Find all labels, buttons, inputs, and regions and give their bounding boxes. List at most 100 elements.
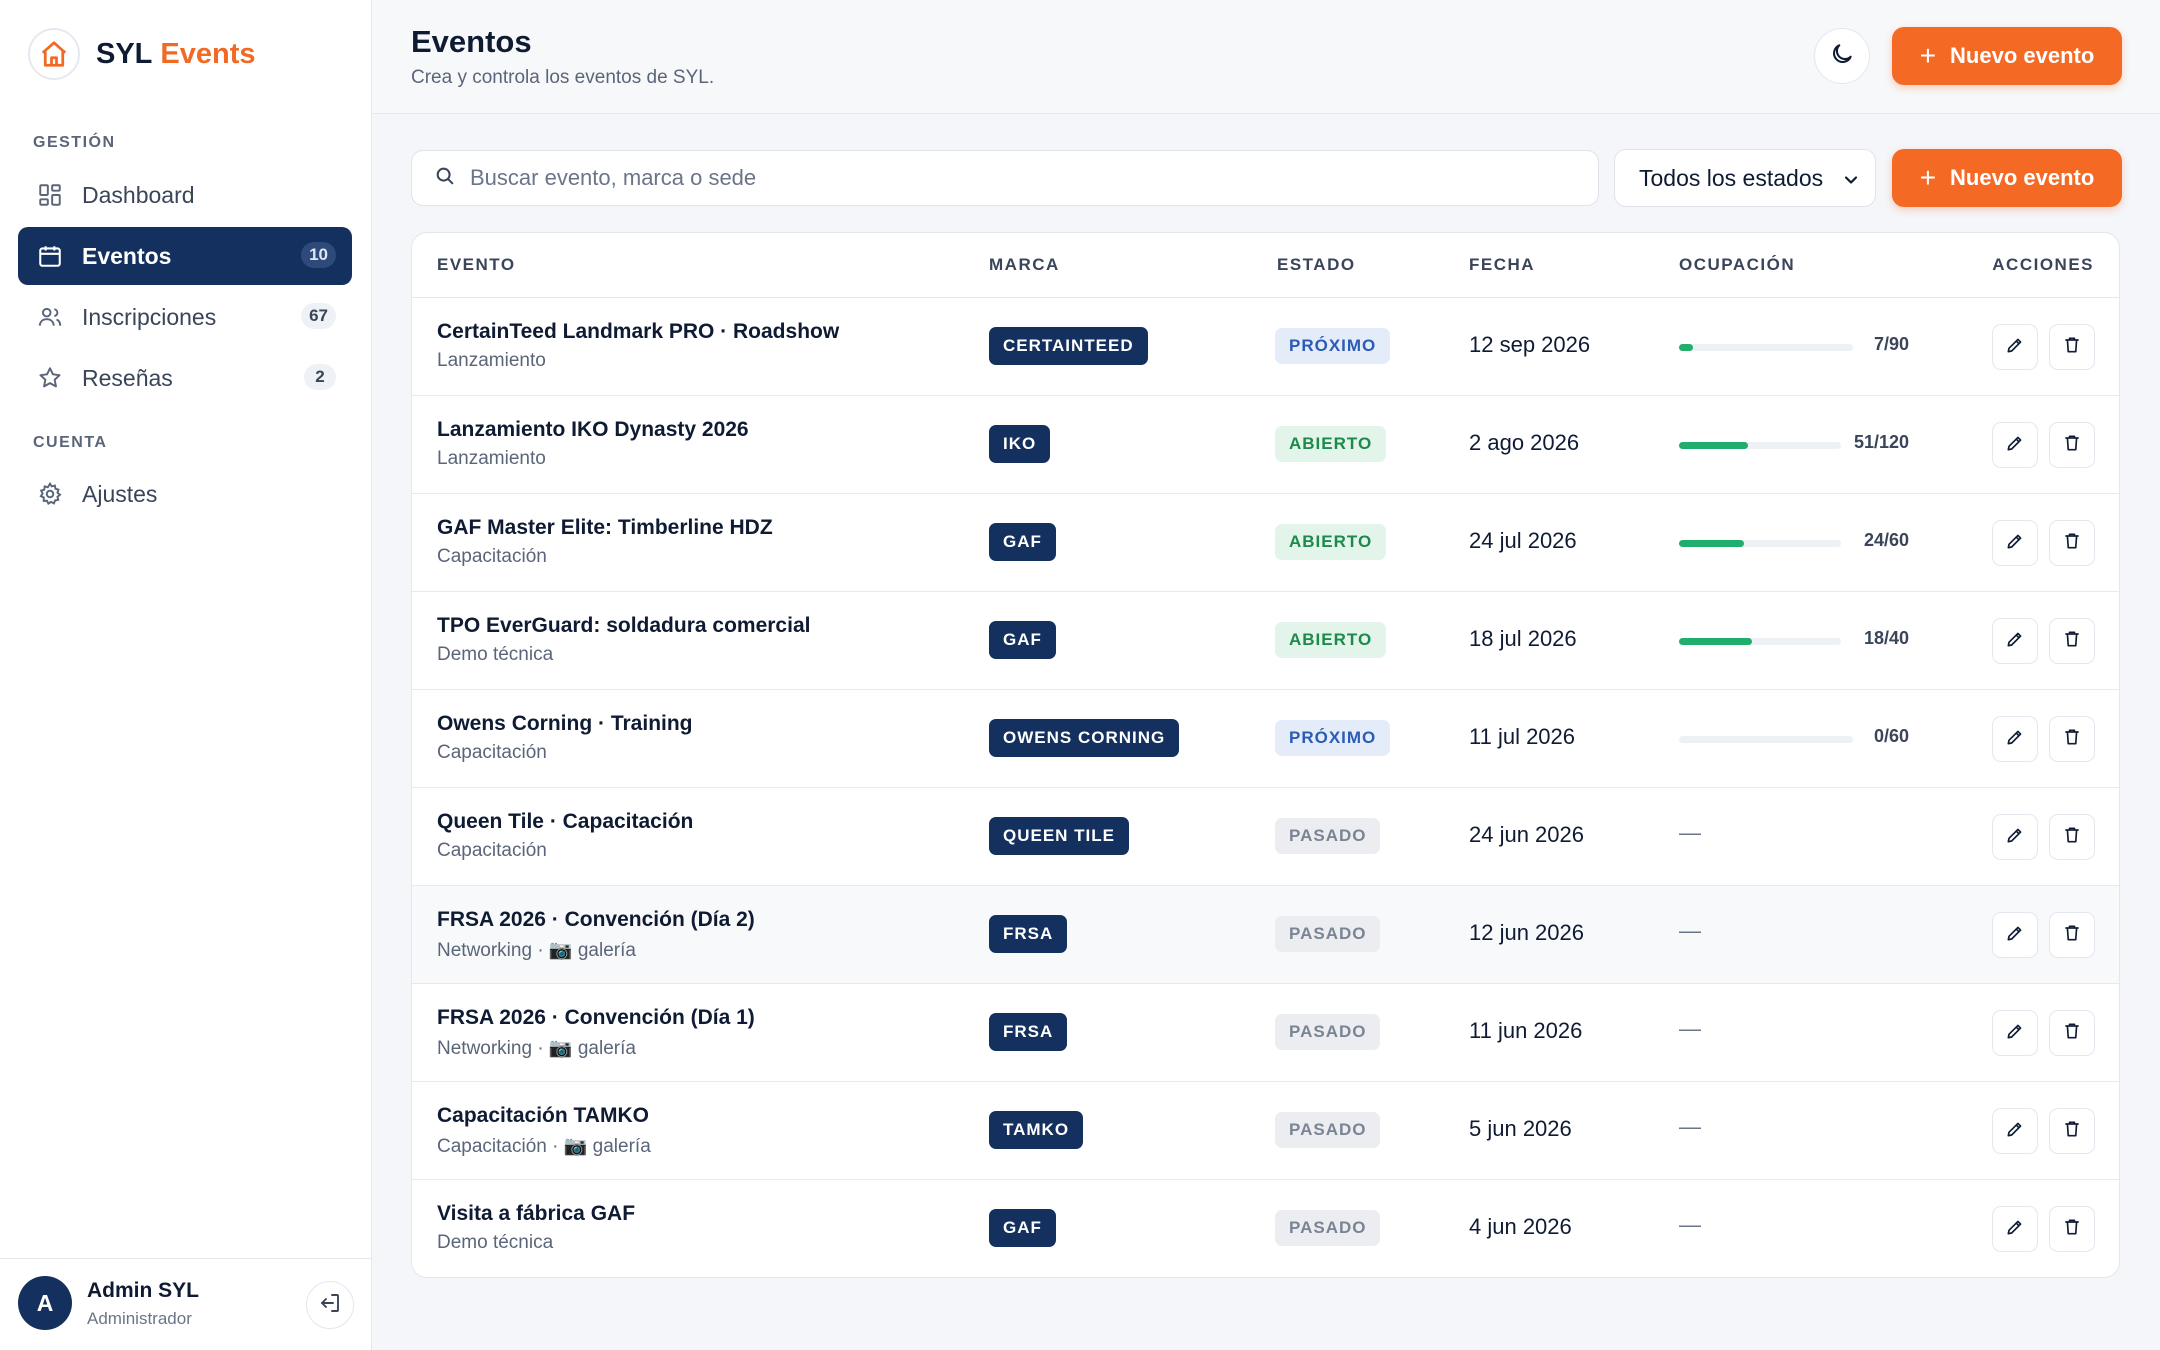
column-header-marca[interactable]: MARCA xyxy=(989,255,1060,274)
table-row[interactable]: Capacitación TAMKO Capacitación · 📷 galer… xyxy=(412,1082,2119,1180)
column-header-fecha[interactable]: FECHA xyxy=(1469,255,1536,274)
status-filter-value: Todos los estados xyxy=(1639,164,1824,191)
sidebar-item-resenas[interactable]: Reseñas 2 xyxy=(18,349,352,407)
button-label: Nuevo evento xyxy=(1950,165,2095,190)
edit-button[interactable] xyxy=(1992,618,2038,664)
status-badge: ABIERTO xyxy=(1275,622,1387,658)
event-name[interactable]: Queen Tile · Capacitación xyxy=(437,810,694,833)
occupancy-bar xyxy=(1679,736,1853,743)
table-row[interactable]: Queen Tile · Capacitación Capacitación QUE… xyxy=(412,788,2119,886)
status-badge: ABIERTO xyxy=(1275,426,1387,462)
event-type: Capacitación · 📷 galería xyxy=(437,1136,651,1157)
trash-icon xyxy=(2062,1021,2082,1046)
new-event-button-header[interactable]: + Nuevo evento xyxy=(1892,27,2122,85)
pencil-icon xyxy=(2005,923,2025,948)
occupancy-bar xyxy=(1679,442,1841,449)
event-name[interactable]: Capacitación TAMKO xyxy=(437,1104,649,1127)
edit-button[interactable] xyxy=(1992,422,2038,468)
table-row[interactable]: Owens Corning · Training Capacitación OWEN… xyxy=(412,690,2119,788)
table-row[interactable]: Lanzamiento IKO Dynasty 2026 Lanzamiento I… xyxy=(412,396,2119,494)
trash-icon xyxy=(2062,1119,2082,1144)
table-row[interactable]: Visita a fábrica GAF Demo técnica GAF PASAD… xyxy=(412,1180,2119,1277)
event-name[interactable]: CertainTeed Landmark PRO · Roadshow xyxy=(437,320,840,343)
status-badge: PRÓXIMO xyxy=(1275,328,1391,364)
event-name[interactable]: FRSA 2026 · Convención (Día 1) xyxy=(437,1006,755,1029)
gear-icon xyxy=(36,480,64,508)
status-filter-select[interactable]: Todos los estados xyxy=(1614,149,1876,207)
search-input[interactable] xyxy=(470,165,1570,191)
brand[interactable]: SYL Events xyxy=(28,28,256,80)
delete-button[interactable] xyxy=(2049,1206,2095,1252)
delete-button[interactable] xyxy=(2049,716,2095,762)
pencil-icon xyxy=(2005,629,2025,654)
delete-button[interactable] xyxy=(2049,912,2095,958)
event-type: Networking · 📷 galería xyxy=(437,940,636,961)
calendar-icon xyxy=(36,242,64,270)
edit-button[interactable] xyxy=(1992,716,2038,762)
edit-button[interactable] xyxy=(1992,1108,2038,1154)
plus-icon: + xyxy=(1919,40,1937,71)
new-event-button[interactable]: + Nuevo evento xyxy=(1892,149,2122,207)
delete-button[interactable] xyxy=(2049,618,2095,664)
home-icon xyxy=(28,28,80,80)
edit-button[interactable] xyxy=(1992,912,2038,958)
occupancy-bar xyxy=(1679,540,1841,547)
theme-toggle-button[interactable] xyxy=(1814,28,1870,84)
event-type: Demo técnica xyxy=(437,1232,554,1253)
column-header-ocupacion[interactable]: OCUPACIÓN xyxy=(1679,255,1796,274)
edit-button[interactable] xyxy=(1992,814,2038,860)
event-name[interactable]: FRSA 2026 · Convención (Día 2) xyxy=(437,908,755,931)
status-badge: PASADO xyxy=(1275,1014,1381,1050)
events-table: EVENTO MARCA ESTADO FECHA OCUPACIÓN ACCI… xyxy=(411,232,2120,1278)
event-name[interactable]: TPO EverGuard: soldadura comercial xyxy=(437,614,811,637)
sidebar-item-dashboard[interactable]: Dashboard xyxy=(18,166,352,224)
delete-button[interactable] xyxy=(2049,814,2095,860)
event-date: 18 jul 2026 xyxy=(1469,626,1577,651)
delete-button[interactable] xyxy=(2049,1108,2095,1154)
edit-button[interactable] xyxy=(1992,1010,2038,1056)
sidebar-item-ajustes[interactable]: Ajustes xyxy=(18,465,352,523)
occupancy-bar xyxy=(1679,344,1853,351)
pencil-icon xyxy=(2005,531,2025,556)
table-row[interactable]: FRSA 2026 · Convención (Día 2) Networking… xyxy=(412,886,2119,984)
edit-button[interactable] xyxy=(1992,520,2038,566)
pencil-icon xyxy=(2005,825,2025,850)
brand-badge: GAF xyxy=(989,621,1056,659)
delete-button[interactable] xyxy=(2049,520,2095,566)
pencil-icon xyxy=(2005,433,2025,458)
column-header-estado[interactable]: ESTADO xyxy=(1277,255,1356,274)
avatar: A xyxy=(18,1276,72,1330)
occupancy-empty: — xyxy=(1679,918,1701,943)
column-header-evento[interactable]: EVENTO xyxy=(437,255,516,274)
edit-button[interactable] xyxy=(1992,324,2038,370)
event-date: 5 jun 2026 xyxy=(1469,1116,1572,1141)
table-row[interactable]: CertainTeed Landmark PRO · Roadshow Lanza… xyxy=(412,298,2119,396)
table-row[interactable]: FRSA 2026 · Convención (Día 1) Networking… xyxy=(412,984,2119,1082)
event-name[interactable]: GAF Master Elite: Timberline HDZ xyxy=(437,516,773,539)
table-row[interactable]: GAF Master Elite: Timberline HDZ Capacita… xyxy=(412,494,2119,592)
sidebar-item-inscripciones[interactable]: Inscripciones 67 xyxy=(18,288,352,346)
pencil-icon xyxy=(2005,335,2025,360)
search-box[interactable] xyxy=(411,150,1599,206)
user-name: Admin SYL xyxy=(87,1279,200,1302)
divider xyxy=(412,297,2119,298)
logout-icon xyxy=(318,1291,342,1320)
delete-button[interactable] xyxy=(2049,422,2095,468)
page-title: Eventos xyxy=(411,24,532,59)
edit-button[interactable] xyxy=(1992,1206,2038,1252)
event-date: 2 ago 2026 xyxy=(1469,430,1580,455)
page-subtitle: Crea y controla los eventos de SYL. xyxy=(411,67,715,88)
sidebar-item-label: Ajustes xyxy=(82,480,158,507)
event-name[interactable]: Visita a fábrica GAF xyxy=(437,1202,636,1225)
brand-badge: FRSA xyxy=(989,915,1068,953)
logout-button[interactable] xyxy=(306,1281,354,1329)
brand-badge: IKO xyxy=(989,425,1051,463)
event-name[interactable]: Owens Corning · Training xyxy=(437,712,693,735)
moon-icon xyxy=(1829,41,1855,72)
event-type: Capacitación xyxy=(437,840,547,861)
sidebar-item-eventos[interactable]: Eventos 10 xyxy=(18,227,352,285)
table-row[interactable]: TPO EverGuard: soldadura comercial Demo t… xyxy=(412,592,2119,690)
event-name[interactable]: Lanzamiento IKO Dynasty 2026 xyxy=(437,418,749,441)
delete-button[interactable] xyxy=(2049,1010,2095,1056)
delete-button[interactable] xyxy=(2049,324,2095,370)
